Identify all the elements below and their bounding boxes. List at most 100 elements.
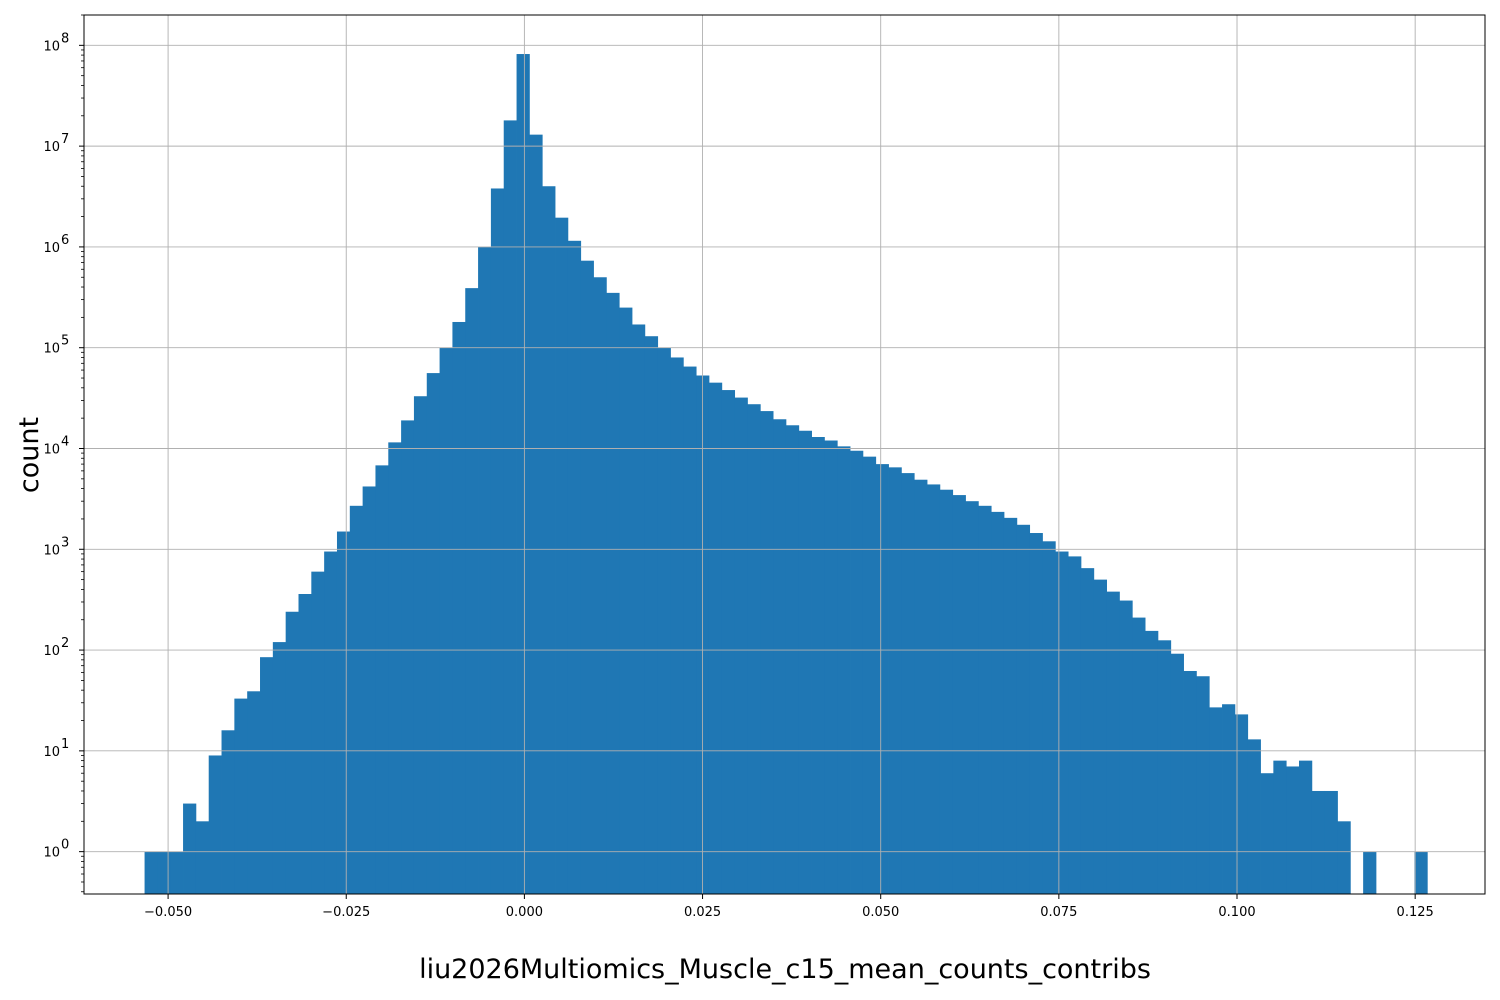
histogram-bar [401,420,415,894]
histogram-bar [939,489,954,894]
y-tick-label: 10 [43,644,60,659]
histogram-bar [1106,591,1120,894]
histogram-bar [670,357,684,895]
histogram-bar [1324,790,1338,894]
y-tick-label: 10 [43,140,60,155]
histogram-bar [644,336,659,895]
histogram-bar [260,657,274,894]
plot-frame [83,14,1486,895]
x-tick-label: 0.125 [1397,905,1434,920]
y-tick-label: 10 [43,342,60,357]
y-tick-exponent: 8 [61,31,69,46]
x-tick-label: 0.050 [862,905,899,920]
histogram-bar [1196,676,1210,894]
histogram-bar [1170,653,1184,894]
y-tick-label: 10 [43,745,60,760]
histogram-bar [1029,533,1043,894]
y-tick-label: 10 [43,39,60,54]
histogram-bar [439,347,453,895]
y-tick-exponent: 1 [61,737,69,752]
histogram-bar [413,396,428,894]
histogram-bar [157,851,171,894]
histogram-bar [965,501,979,894]
x-tick-label: 0.100 [1218,905,1255,920]
histogram-bar [388,442,402,894]
y-tick-label: 10 [43,442,60,457]
y-tick-exponent: 3 [61,535,69,550]
histogram-bar [1145,630,1159,894]
histogram-bar [221,730,235,894]
histogram-bar [375,465,389,894]
y-tick-exponent: 0 [61,838,69,853]
histogram-bar [516,54,530,894]
x-tick-label: 0.000 [506,905,543,920]
histogram-bar [734,397,748,894]
histogram-bar [1299,760,1313,894]
histogram-bar [1273,760,1287,894]
x-tick-label: −0.050 [144,905,192,920]
histogram-bar [1286,766,1300,894]
y-tick-label: 10 [43,543,60,558]
histogram-bar [991,511,1005,894]
histogram-bar [708,382,723,894]
histogram-bar [798,430,812,894]
histogram-bar [1042,541,1056,894]
histogram-bar [555,217,569,894]
histogram-bar [901,473,915,894]
histogram-bar [1311,790,1326,894]
y-tick-exponent: 4 [61,434,69,449]
histogram-bar [721,390,736,894]
histogram-bar [1157,640,1172,894]
histogram-bar [1080,568,1095,894]
histogram-bar [978,505,992,894]
x-axis-label: liu2026Multiomics_Muscle_c15_mean_counts… [419,954,1151,985]
y-tick-exponent: 7 [61,132,69,147]
histogram-bar [1363,851,1377,894]
histogram-bar [298,594,312,894]
histogram-bar [490,188,505,895]
histogram-bar [580,260,594,894]
histogram-bar [888,467,902,894]
histogram-bar [362,486,376,894]
histogram-bar [183,803,197,894]
histogram-bar [824,440,838,894]
histogram-bar [927,484,941,894]
histogram-bar [1260,773,1274,894]
histogram-bar [1055,551,1069,894]
y-tick-label: 10 [43,846,60,861]
histogram-bar [311,571,325,894]
histogram-bar [247,691,261,894]
histogram-bar [170,851,184,894]
histogram-bar [336,531,351,894]
histogram-bar [1119,600,1133,894]
histogram-bar [1016,524,1031,894]
histogram-bar [542,186,556,895]
histogram-bar [862,456,877,894]
histogram-bar [773,419,787,894]
histogram-bar [1003,517,1018,894]
histogram-bar [850,450,864,894]
histogram-bar [1068,556,1082,894]
histogram-bar [914,479,928,894]
histogram-bar [1234,714,1249,894]
y-axis-label: count [14,417,45,493]
x-tick-label: 0.025 [684,905,721,920]
histogram-bar [952,495,966,894]
histogram-bar [478,246,492,895]
histogram-bar [285,611,299,894]
histogram-bar [452,321,466,895]
histogram-bar [1209,707,1223,894]
histogram-bar [567,240,582,895]
histogram-bars [144,54,1428,895]
histogram-bar [529,134,543,894]
histogram-bar [272,642,287,894]
histogram-bar [619,307,633,895]
y-tick-exponent: 5 [61,334,69,349]
histogram-bar [683,366,697,894]
histogram-bar [811,437,825,894]
histogram-bar [349,505,364,894]
histogram-bar [144,851,158,894]
histogram-bar [465,288,479,894]
histogram-bar [632,324,646,895]
histogram-bar [747,404,761,894]
